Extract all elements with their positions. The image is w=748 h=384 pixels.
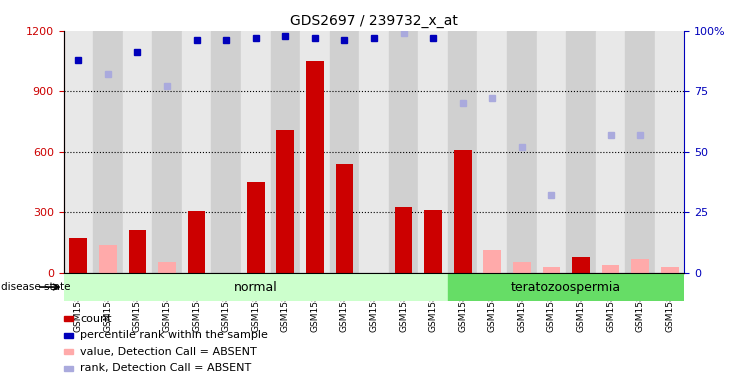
Bar: [271, 31, 300, 273]
Text: percentile rank within the sample: percentile rank within the sample: [80, 330, 268, 340]
Bar: [631, 258, 649, 273]
Bar: [418, 31, 448, 273]
Bar: [389, 31, 418, 273]
Title: GDS2697 / 239732_x_at: GDS2697 / 239732_x_at: [290, 14, 458, 28]
Text: disease state: disease state: [1, 282, 71, 292]
Bar: [542, 266, 560, 273]
Bar: [182, 31, 212, 273]
Bar: [123, 31, 153, 273]
Bar: [513, 262, 530, 273]
Bar: [241, 31, 271, 273]
Bar: [483, 250, 501, 273]
Bar: [336, 164, 353, 273]
Text: value, Detection Call = ABSENT: value, Detection Call = ABSENT: [80, 347, 257, 357]
Text: teratozoospermia: teratozoospermia: [511, 281, 622, 293]
Bar: [625, 31, 654, 273]
Bar: [64, 31, 94, 273]
Bar: [536, 31, 566, 273]
Bar: [188, 211, 206, 273]
Text: rank, Detection Call = ABSENT: rank, Detection Call = ABSENT: [80, 363, 251, 373]
Bar: [153, 31, 182, 273]
Bar: [306, 61, 324, 273]
Bar: [448, 273, 684, 301]
Text: count: count: [80, 314, 111, 324]
Bar: [595, 31, 625, 273]
Bar: [395, 207, 412, 273]
Bar: [566, 31, 595, 273]
Text: normal: normal: [234, 281, 278, 293]
Bar: [359, 31, 389, 273]
Bar: [507, 31, 536, 273]
Bar: [129, 230, 147, 273]
Bar: [212, 31, 241, 273]
Bar: [448, 31, 477, 273]
Bar: [572, 257, 590, 273]
Bar: [477, 31, 507, 273]
Bar: [424, 210, 442, 273]
Bar: [158, 262, 176, 273]
Bar: [247, 182, 265, 273]
Bar: [94, 31, 123, 273]
Bar: [660, 266, 678, 273]
Bar: [70, 238, 88, 273]
Bar: [64, 273, 448, 301]
Bar: [330, 31, 359, 273]
Bar: [601, 265, 619, 273]
Bar: [277, 129, 294, 273]
Bar: [99, 245, 117, 273]
Bar: [300, 31, 330, 273]
Bar: [454, 150, 471, 273]
Bar: [654, 31, 684, 273]
